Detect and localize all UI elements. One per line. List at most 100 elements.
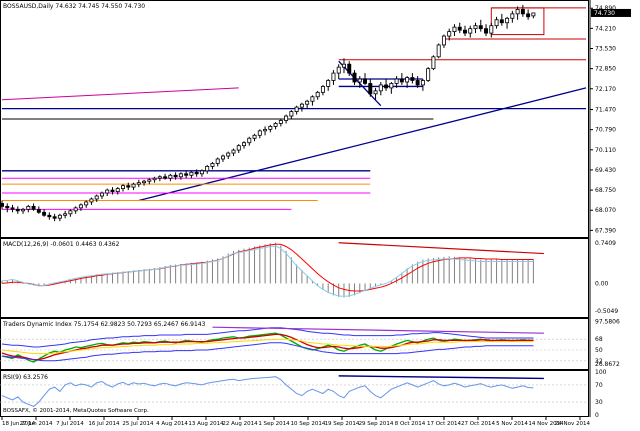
candle-body (131, 183, 136, 188)
candle-body (205, 165, 210, 172)
macd-title: MACD(12,26,9) -0.0601 0.4463 0.4362 (3, 241, 120, 248)
macd-panel-frame (0, 238, 589, 318)
rsi-panel-frame (0, 370, 589, 417)
candle-body (194, 171, 199, 175)
tdi-panel-frame (0, 318, 589, 370)
rsi-axis-label: 0 (595, 412, 599, 419)
candle-body (526, 13, 531, 18)
price-axis-label: 69.430 (595, 167, 616, 174)
candle-body (26, 205, 31, 210)
candle-body (105, 189, 110, 194)
date-axis-label: 27 Oct 2014 (461, 421, 496, 427)
rsi-axis-label: 100 (595, 369, 607, 376)
candle-body (336, 66, 341, 74)
candle-body (42, 211, 47, 216)
candle-body (305, 100, 310, 105)
candle-body (136, 182, 141, 185)
candle-body (489, 25, 494, 34)
date-axis-label: 29 Sep 2014 (359, 421, 394, 427)
date-axis-label: 17 Oct 2014 (427, 421, 462, 427)
tdi-series-0 (1, 332, 534, 363)
candle-body (320, 86, 325, 93)
candle-body (441, 35, 446, 46)
candle-body (199, 170, 204, 175)
tdi-series-2 (1, 338, 534, 355)
rsi-trendline (338, 375, 544, 380)
candle-body (99, 192, 104, 197)
price-axis-label: 68.750 (595, 187, 616, 194)
candle-body (289, 111, 294, 117)
candle-body (499, 19, 504, 24)
candle-body (68, 210, 73, 215)
candle-body (152, 177, 157, 181)
candle-body (94, 195, 99, 200)
candle-body (484, 28, 489, 34)
price-axis-label: 71.470 (595, 107, 616, 114)
macd-axis-label: 0.00 (595, 280, 609, 287)
candle-body (15, 208, 20, 212)
price-axis-label: 74.890 (595, 5, 616, 12)
candle-body (268, 126, 273, 130)
candle-body (110, 189, 115, 192)
candle-body (147, 179, 152, 182)
price-axis-label: 72.170 (595, 86, 616, 93)
candle-body (299, 103, 304, 108)
candle-body (168, 174, 173, 179)
candle-body (0, 203, 4, 207)
candle-body (10, 207, 15, 210)
candle-body (494, 19, 499, 27)
candle-body (57, 214, 62, 219)
candle-body (531, 12, 536, 17)
macd-trendline (338, 242, 544, 255)
candle-body (310, 96, 315, 102)
price-trendline-0 (138, 87, 587, 202)
candle-body (220, 155, 225, 160)
candle-body (426, 68, 431, 81)
candle-body (410, 77, 415, 81)
candle-body (115, 188, 120, 192)
candle-body (384, 84, 389, 89)
candle-body (263, 128, 268, 132)
candle-body (63, 213, 68, 216)
candle-body (236, 145, 241, 151)
candle-body (452, 26, 457, 33)
candle-body (357, 78, 362, 83)
candle-body (178, 173, 183, 178)
tdi-axis-label: 97.5806 (595, 318, 620, 325)
candle-body (389, 83, 394, 89)
tdi-axis-label: 32 (595, 358, 603, 365)
candle-body (431, 56, 436, 70)
candle-body (142, 180, 147, 184)
candle-body (473, 25, 478, 30)
date-axis-label: 24 Nov 2014 (555, 421, 591, 427)
date-axis-label: 19 Sep 2014 (325, 421, 360, 427)
macd-axis-label: 0.7409 (595, 240, 616, 247)
candle-body (347, 63, 352, 74)
candle-body (447, 31, 452, 37)
candle-body (457, 26, 462, 31)
date-axis-label: 4 Aug 2014 (156, 421, 188, 427)
price-axis-label: 70.110 (595, 147, 616, 154)
tdi-series-4 (1, 342, 534, 362)
candle-body (505, 17, 510, 24)
candle-body (436, 44, 441, 58)
macd-signal-line (1, 243, 534, 292)
candle-body (52, 216, 57, 219)
candle-body (326, 80, 331, 87)
current-price-label: 74.730 (594, 10, 615, 17)
candle-body (315, 91, 320, 98)
candle-body (89, 198, 94, 203)
date-axis-label: 25 Jul 2014 (122, 421, 154, 427)
candle-body (47, 214, 52, 218)
candle-body (126, 185, 131, 188)
date-axis-label: 7 Jul 2014 (56, 421, 84, 427)
candle-body (378, 84, 383, 92)
price-trendline-1 (1, 87, 239, 101)
candle-body (231, 149, 236, 154)
candle-body (373, 90, 378, 95)
candle-body (399, 78, 404, 83)
date-axis-label: 14 Nov 2014 (528, 421, 564, 427)
candle-body (405, 77, 410, 83)
